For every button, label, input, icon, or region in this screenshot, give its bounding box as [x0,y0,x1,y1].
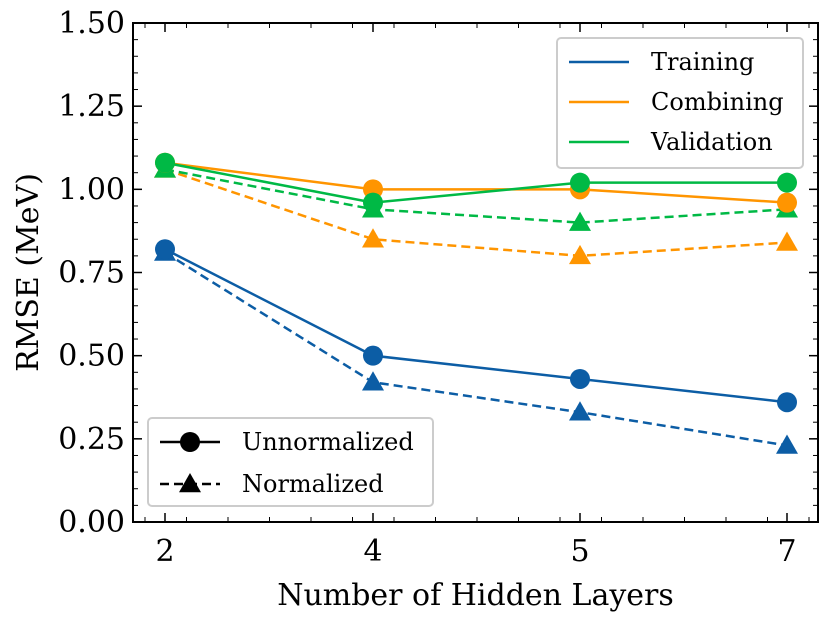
x-tick-label: 2 [155,534,174,569]
series-line [164,161,787,204]
x-tick-label: 7 [777,534,796,569]
legend-label: Normalized [242,470,384,498]
legend-marker [179,473,201,493]
legend-label: Unnormalized [242,428,414,456]
plot-frame [132,22,819,523]
y-tick-label: 0.00 [58,505,125,540]
data-point [363,345,383,366]
series-training-unnormalized [155,239,797,413]
data-point [776,434,798,454]
data-point [363,192,383,213]
series-line [164,248,788,404]
data-point [777,192,797,213]
y-tick-label: 1.25 [58,89,125,124]
series-line [164,251,788,447]
y-tick-label: 0.25 [58,422,125,457]
data-point [569,211,591,231]
x-tick-label: 5 [570,534,589,569]
y-tick-label: 0.50 [58,339,125,374]
data-point [777,392,797,413]
series-line [164,161,788,204]
legend-label: Validation [650,128,773,156]
data-point [362,371,384,391]
data-point [569,244,591,265]
y-tick-label: 1.00 [58,172,125,207]
ticks-layer: 0.00 0.25 0.50 0.75 1.00 1.25 1.50 2 4 5 7 [58,6,818,569]
series-line [164,168,788,224]
data-point [776,231,798,251]
data-point [570,368,590,389]
data-point [155,152,175,173]
data-point [777,172,797,193]
x-tick-label: 4 [363,534,382,569]
legend-label: Training [651,48,754,76]
data-point [570,172,590,193]
legend-normalization: Unnormalized Normalized [147,417,434,507]
x-axis-label: Number of Hidden Layers [277,578,674,613]
legend-marker [180,432,200,452]
y-tick-label: 1.50 [58,6,125,41]
data-point [155,239,175,260]
y-tick-label: 0.75 [58,256,125,291]
data-point [362,228,384,248]
data-point [569,401,591,421]
series-layer [154,152,798,454]
series-line [164,168,788,258]
legend-box [556,37,804,169]
legend-series: Training Combining Validation [556,37,804,169]
y-axis-label: RMSE (MeV) [11,173,46,372]
series-validation-unnormalized [155,152,797,213]
legend-label: Combining [651,88,784,116]
series-validation-normalized [154,158,798,231]
